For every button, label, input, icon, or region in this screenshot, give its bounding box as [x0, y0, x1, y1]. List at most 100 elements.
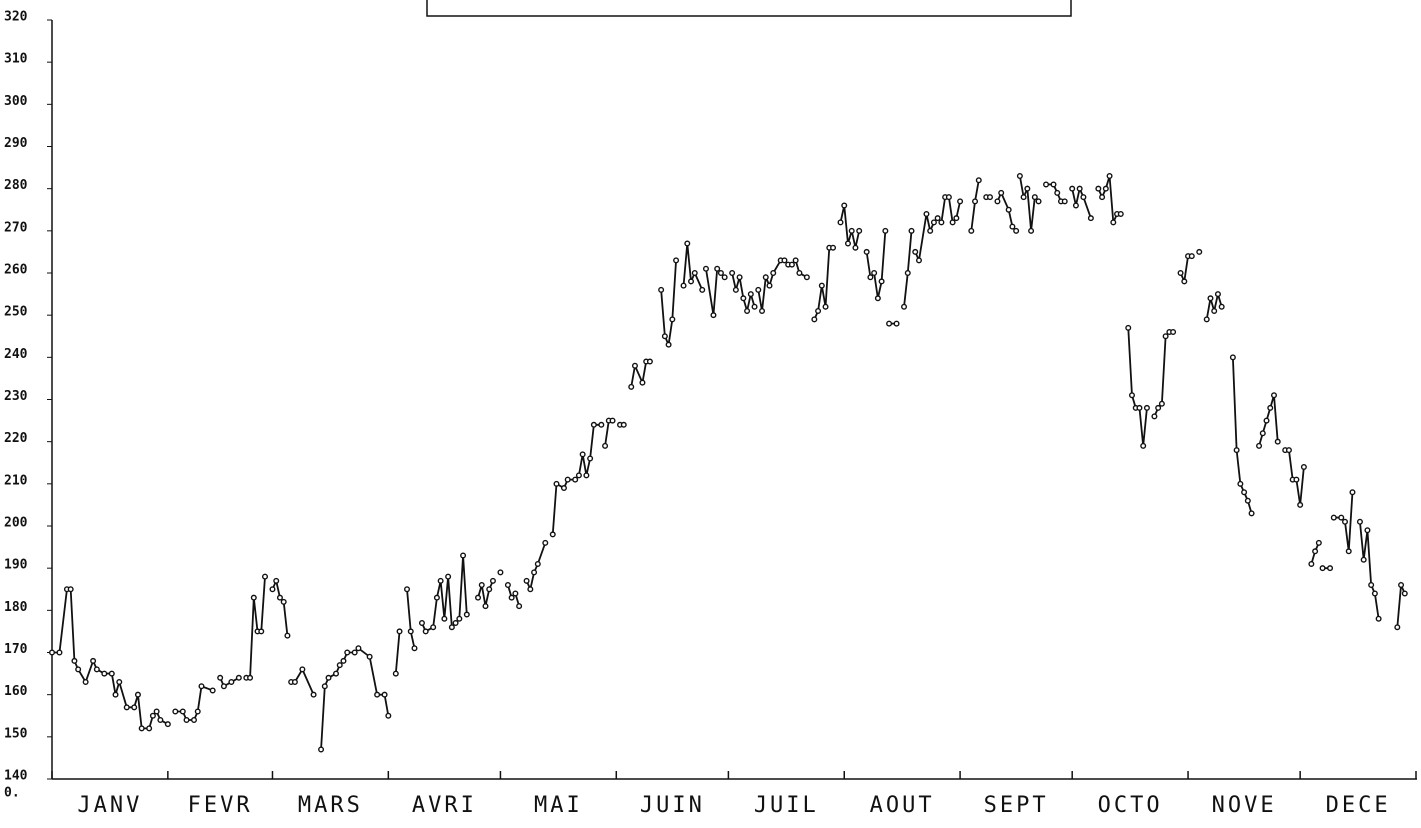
point [912, 248, 919, 255]
point [247, 674, 254, 681]
point [340, 657, 347, 664]
point [131, 704, 138, 711]
point [837, 219, 844, 226]
point [998, 189, 1005, 196]
point [1013, 227, 1020, 234]
point [803, 274, 810, 281]
point [673, 257, 680, 264]
point [878, 278, 885, 285]
point [310, 691, 317, 698]
y-tick-label: 310 [4, 52, 28, 67]
point [669, 316, 676, 323]
point [385, 712, 392, 719]
point [702, 265, 709, 272]
point [1338, 514, 1345, 521]
point [523, 577, 530, 584]
point [841, 202, 848, 209]
x-tick-label: DECE [1326, 793, 1391, 818]
point [1267, 404, 1274, 411]
point [198, 683, 205, 690]
point [1345, 548, 1352, 555]
point [781, 257, 788, 264]
point [927, 227, 934, 234]
point [560, 485, 567, 492]
point [986, 194, 993, 201]
point [445, 573, 452, 580]
point [1285, 447, 1292, 454]
point [755, 286, 762, 293]
point [1270, 392, 1277, 399]
point [691, 270, 698, 277]
point [489, 577, 496, 584]
line-segment [246, 576, 266, 679]
point [1364, 527, 1371, 534]
y-tick-label: 260 [4, 263, 28, 278]
point [1244, 497, 1251, 504]
point [732, 286, 739, 293]
x-tick-label: JUIL [754, 793, 819, 818]
point [848, 227, 855, 234]
point [172, 708, 179, 715]
y-tick-label: 270 [4, 220, 28, 235]
point [1341, 518, 1348, 525]
point [321, 683, 328, 690]
point [1061, 198, 1068, 205]
point [1076, 185, 1083, 192]
point [1233, 447, 1240, 454]
point [721, 274, 728, 281]
point [844, 240, 851, 247]
point [792, 257, 799, 264]
y-tick-label: 190 [4, 558, 28, 573]
point [646, 358, 653, 365]
point [1020, 194, 1027, 201]
point [258, 628, 265, 635]
point [688, 278, 695, 285]
x-tick-label: AVRI [412, 793, 477, 818]
point [1259, 430, 1266, 437]
point [56, 649, 63, 656]
point [333, 670, 340, 677]
point [710, 312, 717, 319]
point [1177, 270, 1184, 277]
point [209, 687, 216, 694]
point [762, 274, 769, 281]
point [680, 282, 687, 289]
point [871, 270, 878, 277]
point [1375, 615, 1382, 622]
point [788, 261, 795, 268]
line-segment [394, 631, 401, 674]
point [1043, 181, 1050, 188]
point [1330, 514, 1337, 521]
point [1170, 329, 1177, 336]
point [1016, 173, 1023, 180]
x-tick-label: MAI [534, 793, 583, 818]
point [747, 291, 754, 298]
point [228, 679, 235, 686]
point [661, 333, 668, 340]
point [153, 708, 160, 715]
line-segment [903, 230, 913, 307]
point [396, 628, 403, 635]
point [149, 712, 156, 719]
point [262, 573, 269, 580]
line-segment [175, 684, 214, 721]
point [684, 240, 691, 247]
point [1312, 548, 1319, 555]
point [179, 708, 186, 715]
line-segment [865, 230, 887, 299]
y-tick-label: 290 [4, 136, 28, 151]
point [1398, 582, 1405, 589]
point [108, 670, 115, 677]
point [1368, 582, 1375, 589]
point [1099, 194, 1106, 201]
point [766, 282, 773, 289]
point [770, 270, 777, 277]
point [75, 666, 82, 673]
point [1035, 198, 1042, 205]
point [587, 455, 594, 462]
point [751, 303, 758, 310]
point [796, 270, 803, 277]
y-tick-label: 160 [4, 684, 28, 699]
x-tick-label: MARS [298, 793, 363, 818]
